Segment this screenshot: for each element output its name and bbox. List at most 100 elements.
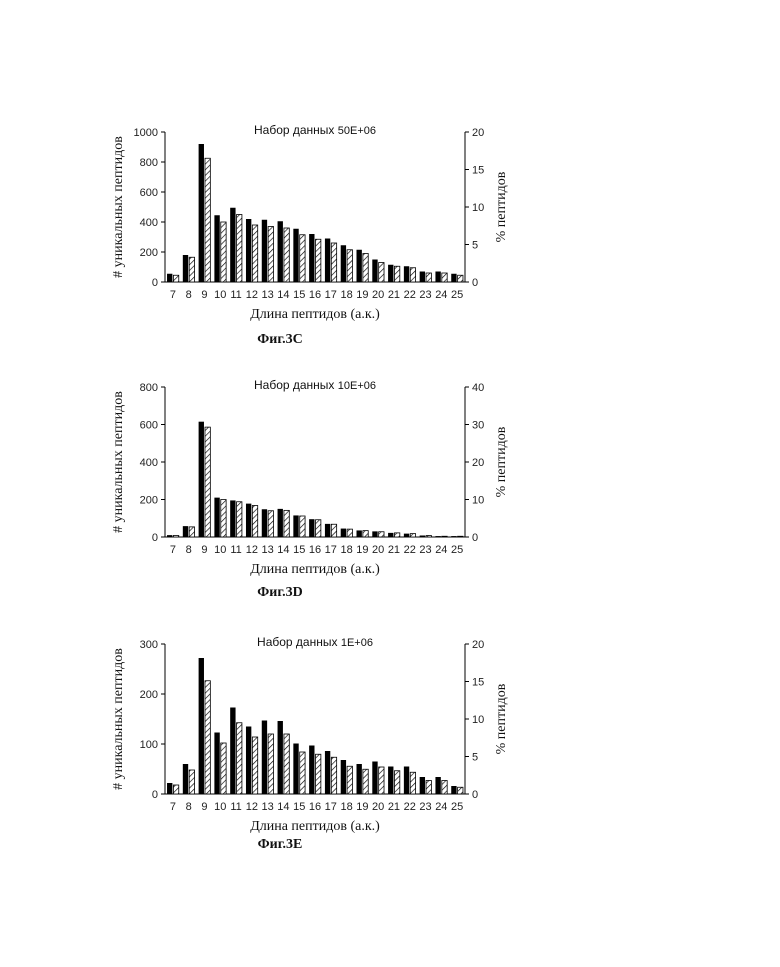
- bar-percent-peptides: [379, 263, 384, 283]
- bar-percent-peptides: [284, 734, 289, 794]
- bar-unique-peptides: [388, 767, 393, 795]
- bar-unique-peptides: [357, 530, 362, 537]
- x-tick-label: 17: [325, 544, 337, 556]
- left-y-tick-label: 100: [140, 739, 158, 751]
- bar-percent-peptides: [221, 743, 226, 794]
- bar-unique-peptides: [388, 265, 393, 282]
- left-y-tick-label: 0: [152, 532, 158, 544]
- bar-unique-peptides: [183, 764, 188, 794]
- bar-unique-peptides: [435, 777, 440, 794]
- chart-title-text: Набор данных: [254, 378, 338, 392]
- x-tick-label: 18: [340, 544, 352, 556]
- x-tick-label: 18: [340, 801, 352, 813]
- bar-percent-peptides: [442, 273, 447, 282]
- right-y-axis-title: % пептидов: [494, 683, 509, 754]
- bar-percent-peptides: [284, 510, 289, 537]
- bar-percent-peptides: [237, 502, 242, 537]
- bar-percent-peptides: [205, 427, 210, 537]
- bar-percent-peptides: [442, 781, 447, 795]
- x-tick-label: 10: [214, 801, 226, 813]
- bar-percent-peptides: [426, 536, 431, 538]
- bar-unique-peptides: [341, 529, 346, 537]
- bar-chart-3e: 0100200300051015207891011121314151617181…: [0, 632, 560, 837]
- x-tick-label: 21: [388, 544, 400, 556]
- bar-unique-peptides: [167, 535, 172, 537]
- bar-percent-peptides: [173, 536, 178, 538]
- bar-unique-peptides: [230, 500, 235, 537]
- x-tick-label: 8: [186, 544, 192, 556]
- bar-unique-peptides: [199, 658, 204, 794]
- bar-percent-peptides: [173, 275, 178, 282]
- bar-unique-peptides: [325, 751, 330, 794]
- x-tick-label: 22: [404, 801, 416, 813]
- bar-percent-peptides: [347, 529, 352, 537]
- bar-percent-peptides: [268, 227, 273, 283]
- left-y-tick-label: 400: [140, 217, 158, 229]
- left-y-tick-label: 600: [140, 187, 158, 199]
- figure-caption-3d: Фиг.3D: [0, 585, 560, 601]
- bar-unique-peptides: [341, 760, 346, 794]
- bar-unique-peptides: [262, 721, 267, 795]
- left-y-tick-label: 800: [140, 157, 158, 169]
- bar-unique-peptides: [230, 208, 235, 282]
- right-y-tick-label: 40: [472, 382, 484, 394]
- bar-unique-peptides: [404, 534, 409, 537]
- bar-percent-peptides: [394, 266, 399, 282]
- x-tick-label: 9: [201, 801, 207, 813]
- bar-percent-peptides: [394, 771, 399, 794]
- x-tick-label: 25: [451, 289, 463, 301]
- bar-percent-peptides: [410, 772, 415, 794]
- dataset-label: 1E+06: [341, 637, 373, 649]
- bar-unique-peptides: [309, 234, 314, 282]
- bar-unique-peptides: [435, 272, 440, 283]
- x-tick-label: 15: [293, 289, 305, 301]
- chart-title: Набор данных 10E+06: [254, 378, 376, 392]
- bar-unique-peptides: [372, 260, 377, 283]
- x-tick-label: 11: [230, 289, 241, 301]
- left-y-tick-label: 600: [140, 420, 158, 432]
- bar-percent-peptides: [331, 243, 336, 282]
- left-y-tick-label: 200: [140, 247, 158, 259]
- bar-unique-peptides: [183, 255, 188, 282]
- bar-unique-peptides: [278, 721, 283, 794]
- bar-percent-peptides: [268, 511, 273, 537]
- left-y-axis-title: # уникальных пептидов: [111, 391, 126, 533]
- bar-unique-peptides: [246, 727, 251, 795]
- figure-caption-3e: Фиг.3Е: [0, 837, 560, 853]
- right-y-tick-label: 0: [472, 789, 478, 801]
- x-tick-label: 16: [309, 544, 321, 556]
- right-y-tick-label: 15: [472, 165, 484, 177]
- right-y-axis-title: % пептидов: [494, 426, 509, 497]
- x-tick-label: 22: [404, 289, 416, 301]
- right-y-tick-label: 0: [472, 277, 478, 289]
- x-tick-label: 11: [230, 801, 241, 813]
- bar-unique-peptides: [167, 274, 172, 282]
- bar-unique-peptides: [262, 220, 267, 282]
- bar-percent-peptides: [189, 257, 194, 282]
- left-y-tick-label: 200: [140, 495, 158, 507]
- x-tick-label: 17: [325, 801, 337, 813]
- dataset-label: 50E+06: [338, 125, 376, 137]
- x-tick-label: 14: [277, 801, 289, 813]
- x-tick-label: 19: [356, 801, 368, 813]
- bar-unique-peptides: [293, 229, 298, 282]
- bar-unique-peptides: [420, 777, 425, 794]
- bar-percent-peptides: [316, 520, 321, 537]
- bar-percent-peptides: [173, 785, 178, 794]
- x-tick-label: 20: [372, 289, 384, 301]
- bar-percent-peptides: [300, 235, 305, 282]
- bar-percent-peptides: [426, 273, 431, 282]
- x-tick-label: 19: [356, 544, 368, 556]
- bar-percent-peptides: [442, 536, 447, 537]
- bar-unique-peptides: [357, 250, 362, 282]
- bar-unique-peptides: [262, 509, 267, 537]
- x-tick-label: 10: [214, 544, 226, 556]
- chart-title-text: Набор данных: [254, 123, 338, 137]
- x-tick-label: 13: [262, 544, 274, 556]
- bar-percent-peptides: [410, 268, 415, 282]
- x-tick-label: 22: [404, 544, 416, 556]
- bar-percent-peptides: [410, 534, 415, 537]
- x-tick-label: 19: [356, 289, 368, 301]
- bar-percent-peptides: [458, 536, 463, 537]
- bar-percent-peptides: [316, 754, 321, 794]
